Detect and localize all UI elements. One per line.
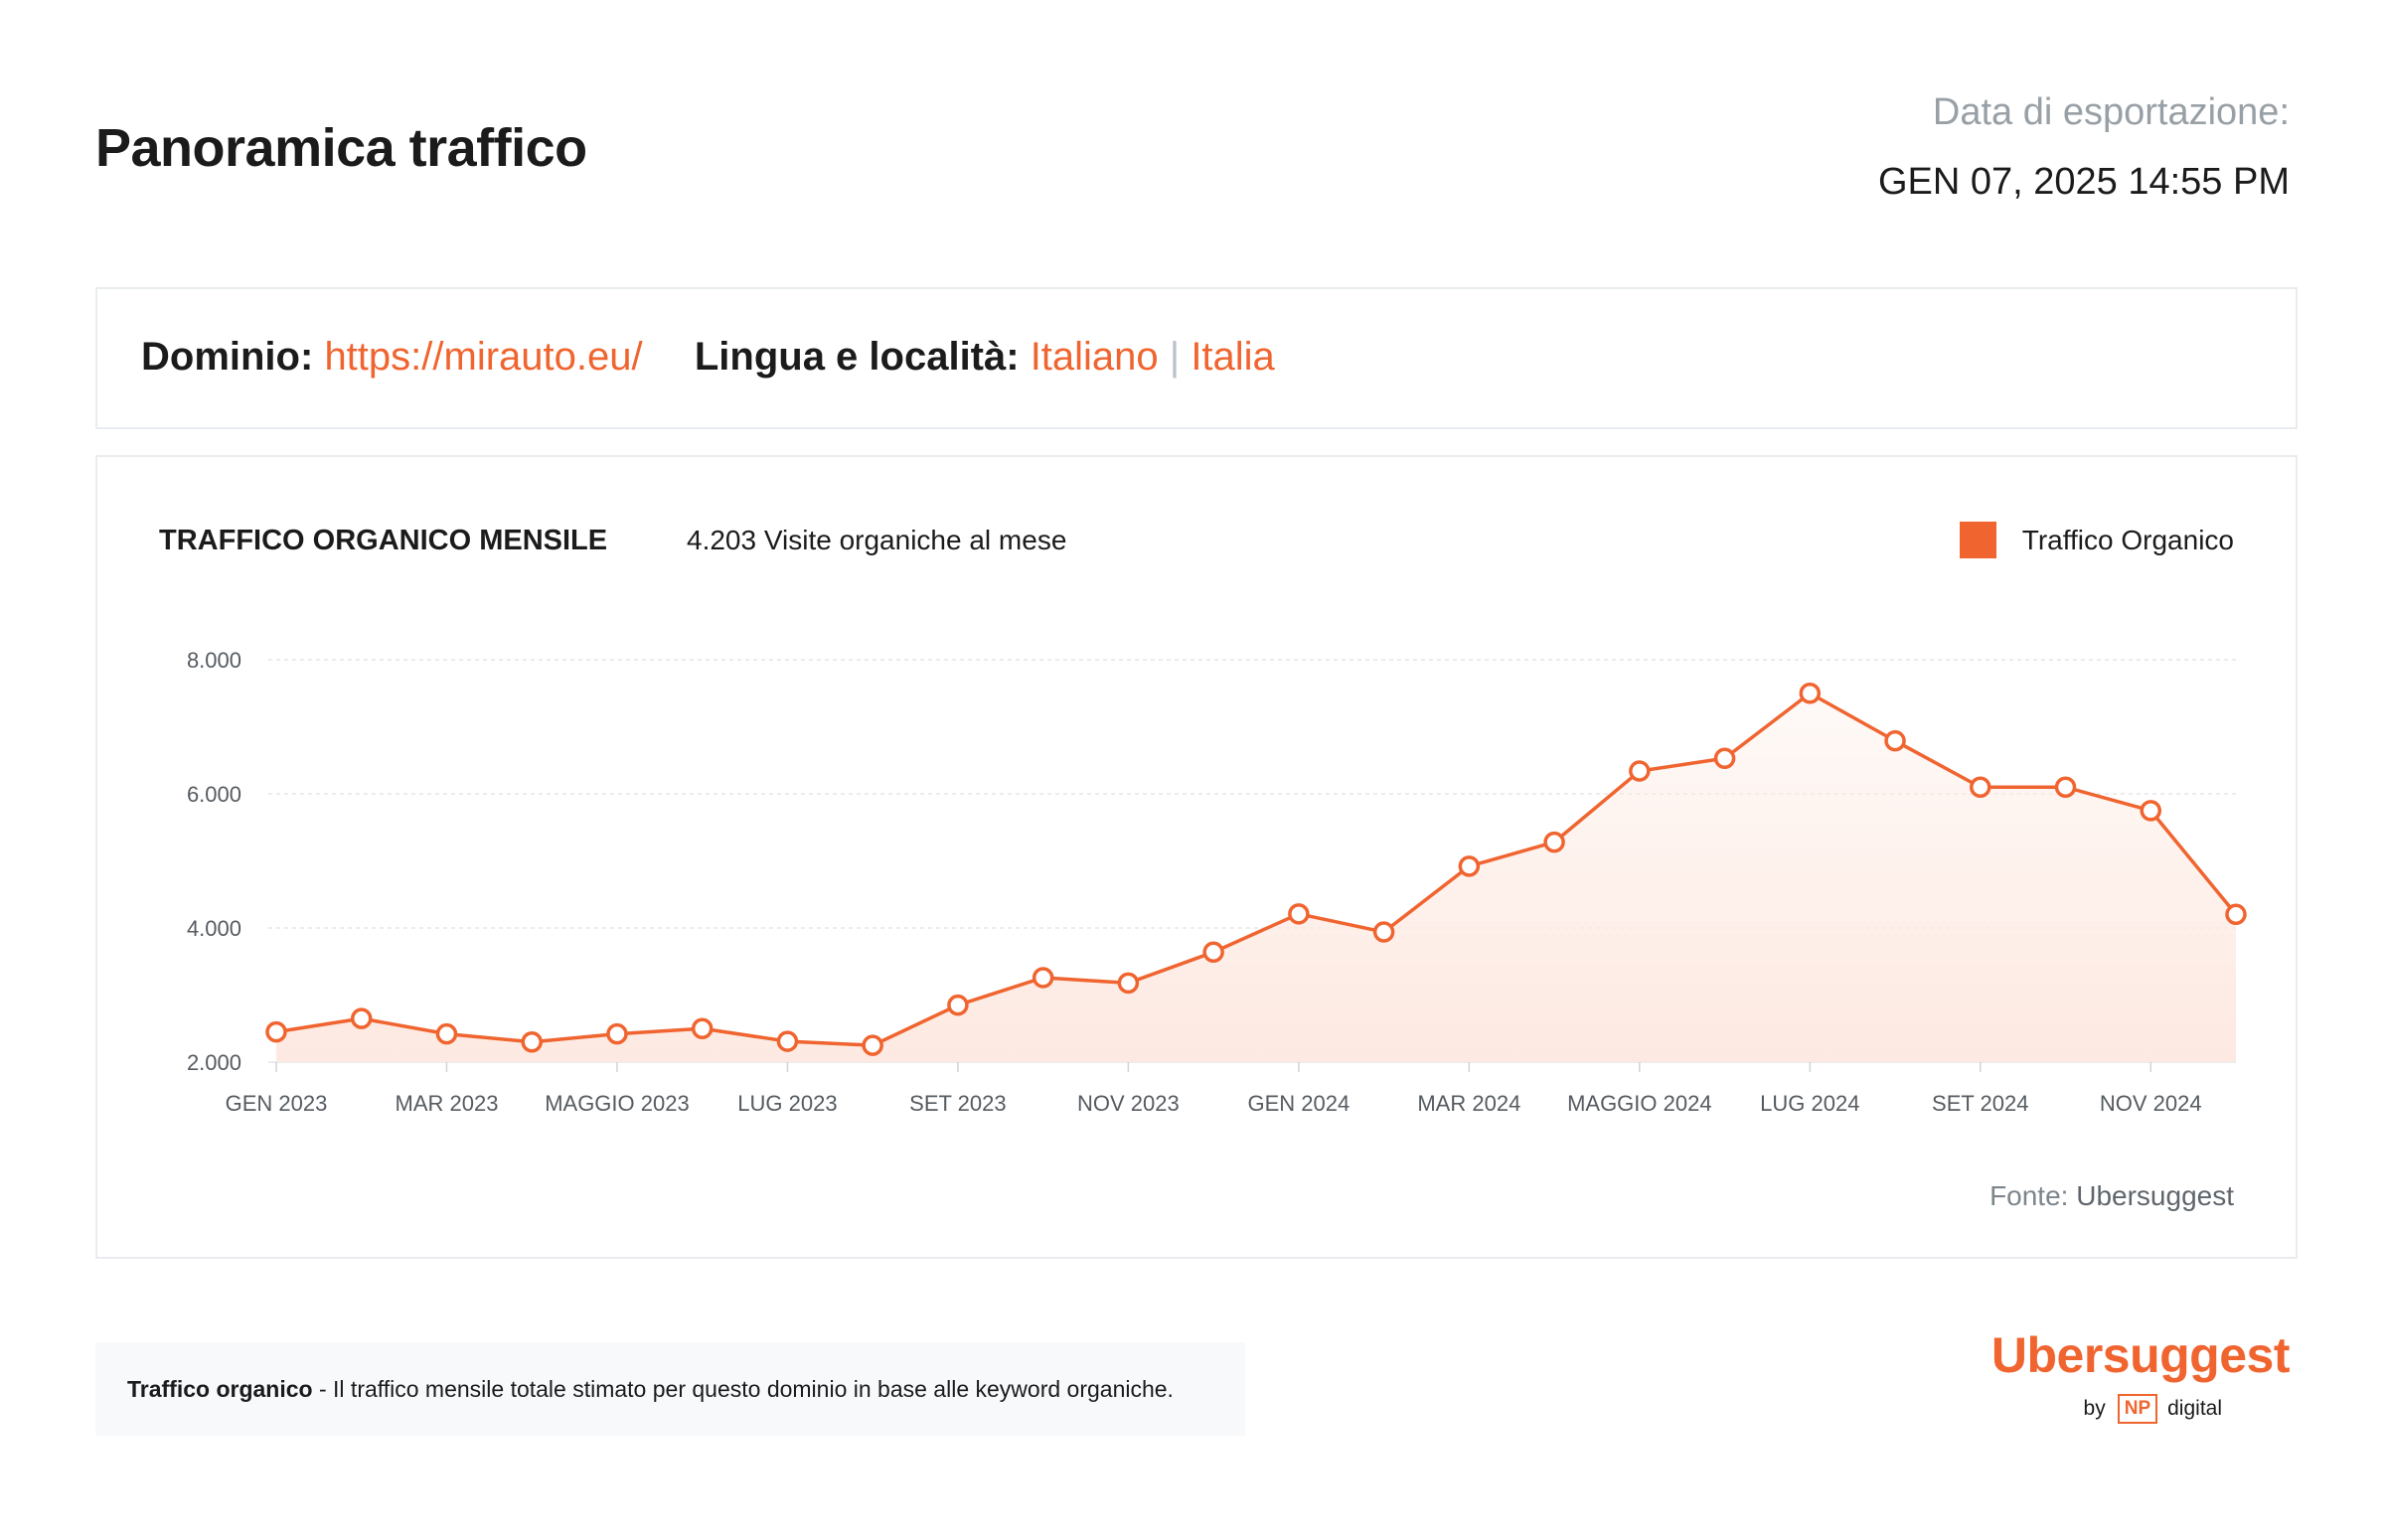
country-value[interactable]: Italia xyxy=(1191,335,1275,379)
data-point xyxy=(862,1034,883,1056)
domain-link[interactable]: https://mirauto.eu/ xyxy=(324,335,643,379)
x-tick-label: LUG 2024 xyxy=(1760,1091,1859,1116)
np-logo-icon: NP xyxy=(2117,1394,2158,1424)
domain-card: Dominio: https://mirauto.eu/ Lingua e lo… xyxy=(95,287,2298,429)
data-point xyxy=(1032,967,1054,989)
data-point xyxy=(606,1022,628,1045)
locale-separator: | xyxy=(1169,335,1181,379)
x-tick-label: GEN 2024 xyxy=(1248,1091,1351,1116)
x-tick-label: NOV 2023 xyxy=(1077,1091,1180,1116)
source-label: Fonte: xyxy=(1989,1180,2069,1211)
brand-digital: digital xyxy=(2167,1397,2222,1420)
domain-line: Dominio: https://mirauto.eu/ Lingua e lo… xyxy=(141,335,1275,380)
brand-by: by xyxy=(2083,1397,2106,1420)
chart-source: Fonte: Ubersuggest xyxy=(1989,1180,2234,1212)
data-point xyxy=(2054,776,2077,798)
chart-summary: 4.203 Visite organiche al mese xyxy=(687,525,1067,555)
data-point xyxy=(521,1031,543,1053)
x-tick-label: SET 2024 xyxy=(1932,1091,2028,1116)
definition-note: Traffico organico - Il traffico mensile … xyxy=(95,1342,1245,1436)
data-point xyxy=(435,1022,458,1045)
data-point xyxy=(1288,903,1310,925)
y-tick-label: 6.000 xyxy=(187,782,241,807)
brand-logo: Ubersuggest by NP digital xyxy=(1990,1326,2291,1446)
data-point xyxy=(2225,903,2247,926)
source-name: Ubersuggest xyxy=(2076,1180,2234,1211)
note-term: Traffico organico xyxy=(127,1375,313,1402)
data-point xyxy=(1884,729,1906,752)
data-point xyxy=(1629,760,1651,782)
data-point xyxy=(1202,941,1224,964)
traffic-chart: 2.000 4.000 6.000 8.000 GEN 2023 MAR 2023 MAGG… xyxy=(187,648,2247,1116)
x-tick-label: MAGGIO 2024 xyxy=(1567,1091,1712,1116)
data-point xyxy=(1458,855,1481,877)
data-point xyxy=(1713,747,1736,769)
data-point xyxy=(1117,972,1140,995)
data-point xyxy=(776,1030,799,1052)
y-tick-label: 4.000 xyxy=(187,916,241,941)
data-point xyxy=(2140,800,2162,822)
data-point xyxy=(1970,776,1991,798)
data-point xyxy=(691,1017,714,1039)
series-area xyxy=(276,693,2236,1062)
data-point xyxy=(1799,683,1822,704)
legend-swatch xyxy=(1959,522,1996,558)
y-tick-label: 2.000 xyxy=(187,1050,241,1075)
x-tick-label: NOV 2024 xyxy=(2100,1091,2202,1116)
brand-name: Ubersuggest xyxy=(1990,1327,2291,1383)
x-tick-label: GEN 2023 xyxy=(226,1091,328,1116)
series-line xyxy=(275,692,2238,1047)
legend-label: Traffico Organico xyxy=(2021,524,2234,555)
domain-label: Dominio: xyxy=(141,335,314,379)
export-label: Data di esportazione: xyxy=(1932,91,2290,133)
data-point xyxy=(1543,831,1565,853)
data-point xyxy=(947,994,969,1016)
page-title: Panoramica traffico xyxy=(95,118,587,178)
data-point xyxy=(350,1007,373,1029)
brand-subline: by NP digital xyxy=(2084,1394,2222,1424)
x-tick-label: MAR 2023 xyxy=(396,1091,499,1116)
note-text: - Il traffico mensile totale stimato per… xyxy=(312,1375,1174,1402)
x-tick-label: SET 2023 xyxy=(909,1091,1006,1116)
chart-legend[interactable]: Traffico Organico xyxy=(1959,522,2234,558)
x-tick-label: LUG 2023 xyxy=(737,1091,837,1116)
data-point xyxy=(1372,921,1395,943)
language-value[interactable]: Italiano xyxy=(1030,335,1159,379)
data-point xyxy=(265,1020,287,1043)
locale-label: Lingua e località: xyxy=(694,335,1020,379)
y-tick-label: 8.000 xyxy=(187,648,241,673)
chart-title: TRAFFICO ORGANICO MENSILE xyxy=(159,525,608,556)
export-date: GEN 07, 2025 14:55 PM xyxy=(1877,161,2290,203)
x-tick-label: MAGGIO 2023 xyxy=(545,1091,690,1116)
x-tick-label: MAR 2024 xyxy=(1417,1091,1520,1116)
chart-card: 2.000 4.000 6.000 8.000 GEN 2023 MAR 2023 MAGG… xyxy=(95,455,2298,1259)
